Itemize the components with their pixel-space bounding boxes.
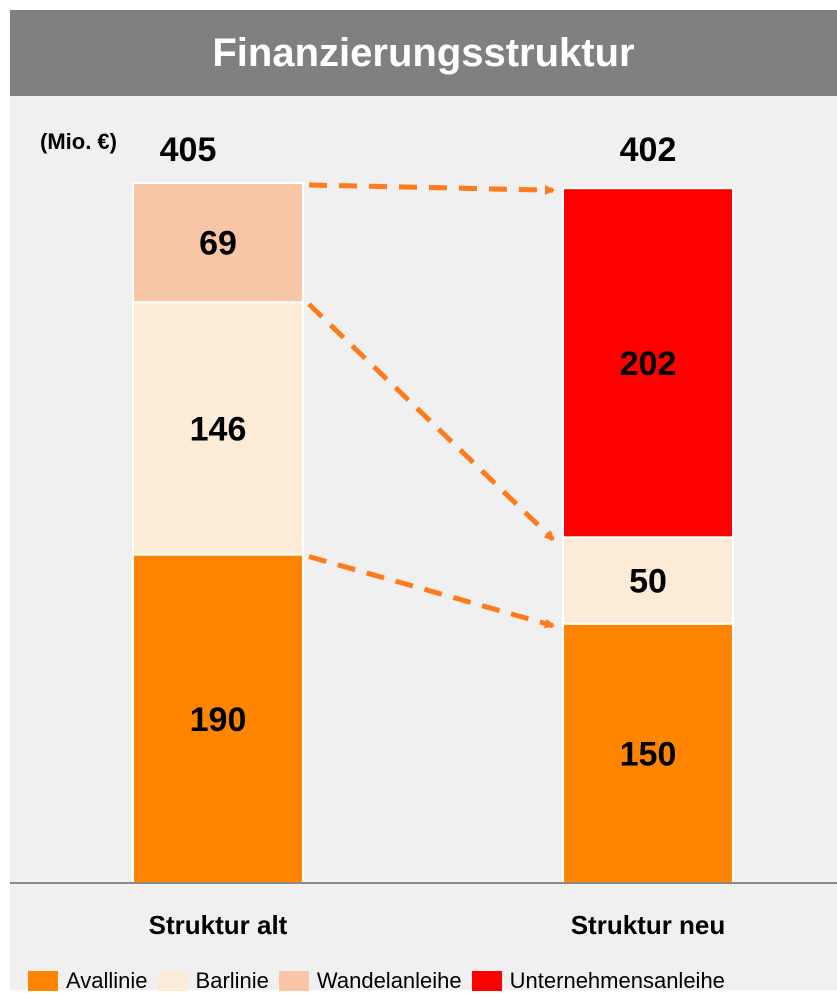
chart-frame: Finanzierungsstruktur (Mio. €) 190 146 69 4… [10, 10, 837, 993]
data-label: 146 [190, 410, 247, 448]
legend-label: Wandelanleihe [316, 968, 462, 993]
stacked-bar-chart: (Mio. €) 190 146 69 405 Struktur alt 150 50 202… [10, 129, 837, 940]
bars-layer: 190 146 69 405 Struktur alt 150 50 202 402 Strukt… [132, 131, 734, 940]
bar-segment [562, 187, 734, 539]
legend-item: Wandelanleihe [278, 968, 462, 994]
total-label: 405 [160, 131, 217, 169]
total-label: 402 [620, 131, 677, 169]
unit-label: (Mio. €) [40, 129, 117, 154]
legend-item: Barlinie [157, 968, 269, 994]
flow-arrow [307, 302, 555, 542]
arrows-layer [307, 182, 555, 629]
category-label: Struktur neu [571, 910, 726, 940]
category-label: Struktur alt [149, 910, 288, 940]
bar-segment [132, 182, 304, 304]
legend-swatch [471, 971, 502, 991]
legend-swatch [28, 971, 58, 991]
legend-label: Barlinie [195, 968, 269, 993]
legend-label: Avallinie [66, 968, 148, 993]
flow-arrow [308, 554, 555, 629]
flow-arrow [308, 182, 555, 196]
data-label: 69 [199, 225, 237, 263]
title-bar: Finanzierungsstruktur [10, 10, 837, 96]
bar-segment [132, 301, 304, 556]
legend-swatch [278, 971, 309, 991]
bar-segment [562, 536, 734, 625]
data-label: 150 [620, 735, 677, 773]
legend-item: Unternehmensanleihe [471, 968, 725, 994]
legend-item: Avallinie [28, 968, 148, 994]
legend-swatch [157, 971, 188, 991]
chart-title: Finanzierungsstruktur [212, 30, 635, 75]
data-label: 190 [190, 701, 247, 739]
legend-label: Unternehmensanleihe [509, 968, 725, 993]
legend: Avallinie Barlinie Wandelanleihe Unternehme… [28, 968, 735, 994]
data-label: 50 [629, 563, 667, 601]
data-label: 202 [620, 345, 677, 383]
